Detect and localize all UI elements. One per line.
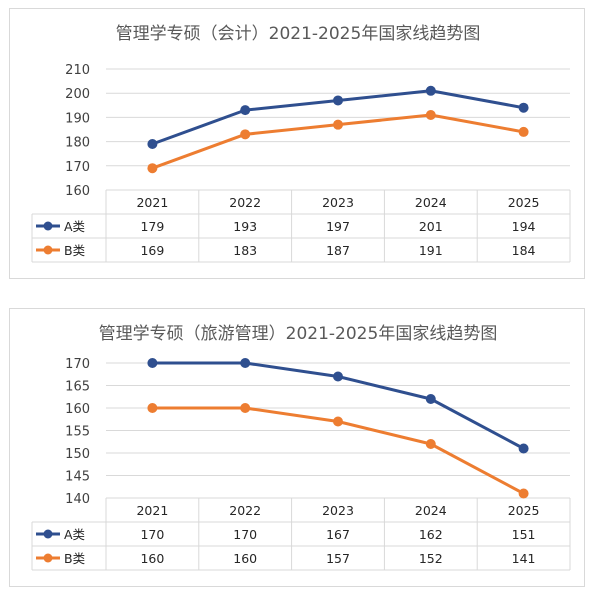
table-value: 160	[140, 551, 164, 566]
accounting-chart-panel: 管理学专硕（会计）2021-2025年国家线趋势图 160 170 180 190 200…	[9, 8, 585, 279]
data-point	[333, 95, 343, 106]
y-tick-label: 190	[65, 111, 90, 126]
x-category-label: 2023	[322, 503, 354, 518]
data-point	[518, 443, 529, 454]
data-point	[147, 163, 158, 174]
data-point	[240, 105, 251, 116]
table-value: 201	[419, 219, 443, 234]
y-tick-label: 200	[65, 87, 90, 102]
legend-key-marker	[43, 245, 53, 255]
table-value: 184	[512, 243, 536, 258]
data-point	[240, 358, 251, 368]
x-category-label: 2023	[322, 195, 354, 210]
data-point	[147, 139, 158, 150]
table-value: 162	[419, 527, 443, 542]
data-point	[425, 394, 436, 404]
data-point	[240, 129, 251, 140]
data-point	[518, 102, 529, 113]
table-value: 151	[512, 527, 536, 542]
x-category-label: 2021	[136, 503, 168, 518]
table-value: 141	[512, 551, 536, 566]
data-point	[518, 488, 529, 499]
y-tick-label: 160	[65, 402, 90, 417]
data-point	[333, 119, 343, 130]
legend-label: A类	[64, 527, 86, 542]
table-value: 152	[419, 551, 443, 566]
data-point	[425, 109, 436, 120]
legend-key-marker	[43, 221, 53, 231]
y-tick-label: 210	[65, 63, 90, 78]
data-point	[333, 371, 343, 382]
x-category-label: 2022	[229, 503, 261, 518]
y-tick-label: 160	[65, 184, 90, 199]
table-value: 160	[233, 551, 257, 566]
y-tick-label: 170	[65, 357, 90, 372]
data-point	[240, 403, 251, 413]
data-point	[147, 403, 158, 413]
x-category-label: 2025	[508, 503, 540, 518]
table-value: 194	[512, 219, 536, 234]
chart-title: 管理学专硕（旅游管理）2021-2025年国家线趋势图	[99, 324, 498, 344]
tourism-chart-panel: 管理学专硕（旅游管理）2021-2025年国家线趋势图 140 145 150 155 1…	[9, 308, 585, 587]
y-tick-label: 180	[65, 136, 90, 151]
table-value: 167	[326, 527, 350, 542]
data-point	[425, 439, 436, 449]
y-tick-label: 145	[65, 470, 90, 485]
table-value: 191	[419, 243, 443, 258]
x-category-label: 2024	[415, 195, 447, 210]
legend-label: B类	[64, 243, 86, 258]
table-value: 187	[326, 243, 350, 258]
table-value: 197	[326, 219, 350, 234]
table-value: 170	[140, 527, 164, 542]
legend-label: A类	[64, 219, 86, 234]
legend-key-marker	[43, 553, 53, 563]
y-tick-label: 165	[65, 380, 90, 395]
chart-title: 管理学专硕（会计）2021-2025年国家线趋势图	[116, 24, 481, 44]
x-category-label: 2022	[229, 195, 261, 210]
table-value: 179	[140, 219, 164, 234]
x-category-label: 2021	[136, 195, 168, 210]
data-point	[425, 85, 436, 96]
data-point	[518, 126, 529, 137]
legend-key-marker	[43, 529, 53, 539]
accounting-chart: 管理学专硕（会计）2021-2025年国家线趋势图 160 170 180 190 200…	[31, 24, 571, 263]
tourism-chart: 管理学专硕（旅游管理）2021-2025年国家线趋势图 140 145 150 155 1…	[31, 324, 571, 571]
data-point	[333, 416, 343, 427]
x-category-label: 2025	[508, 195, 540, 210]
data-point	[147, 358, 158, 368]
legend-label: B类	[64, 551, 86, 566]
y-tick-label: 170	[65, 160, 90, 175]
table-value: 170	[233, 527, 257, 542]
y-tick-label: 140	[65, 492, 90, 507]
table-value: 193	[233, 219, 257, 234]
y-tick-label: 150	[65, 447, 90, 462]
y-tick-label: 155	[65, 425, 90, 440]
table-value: 157	[326, 551, 350, 566]
table-value: 183	[233, 243, 257, 258]
table-value: 169	[140, 243, 164, 258]
x-category-label: 2024	[415, 503, 447, 518]
